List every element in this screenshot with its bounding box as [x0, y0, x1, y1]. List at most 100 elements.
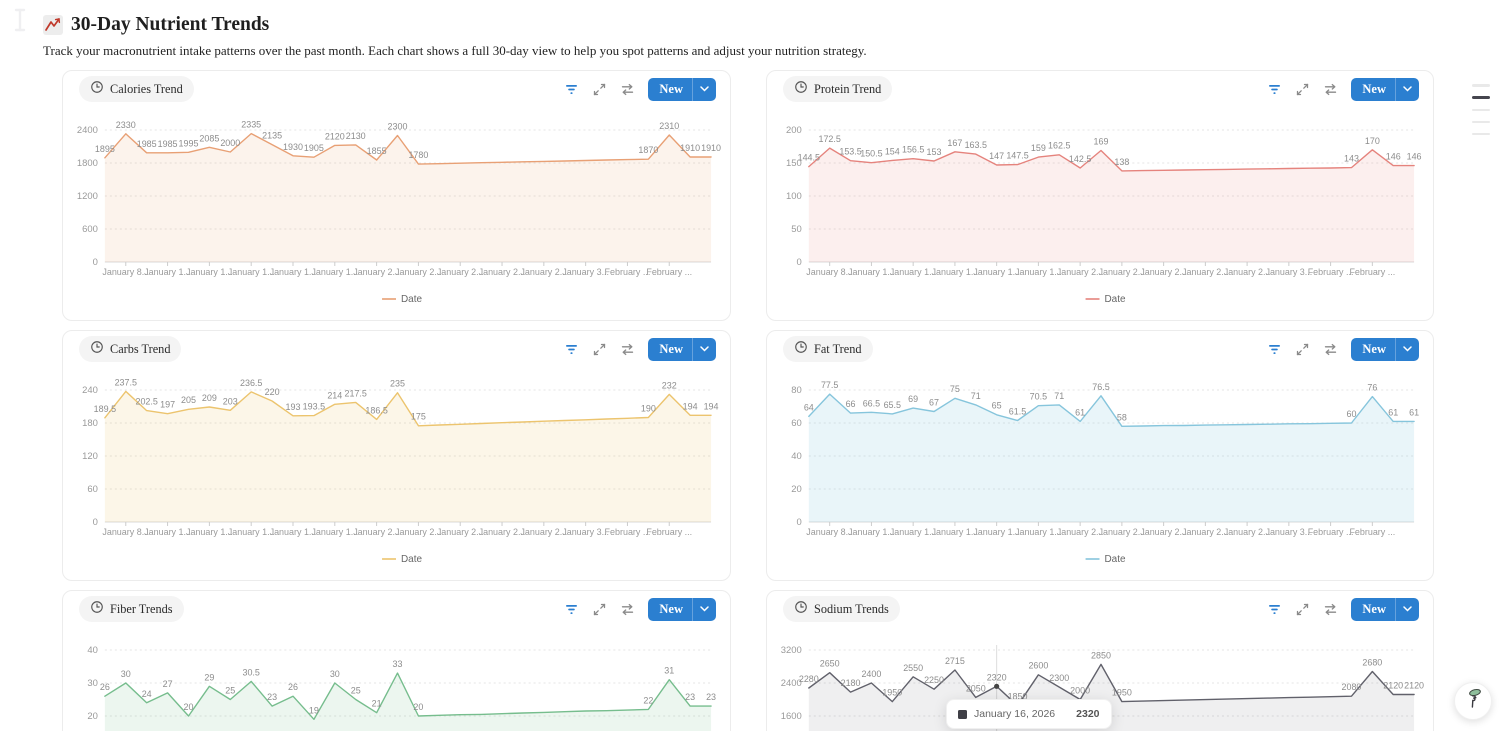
svg-text:76.5: 76.5 [1092, 382, 1109, 392]
svg-text:1985: 1985 [158, 139, 178, 149]
svg-text:January 2...: January 2... [1182, 527, 1229, 537]
page-subtitle: Track your macronutrient intake patterns… [43, 43, 867, 58]
svg-text:156.5: 156.5 [902, 145, 924, 155]
swap-axes-icon[interactable] [620, 342, 635, 357]
svg-text:172.5: 172.5 [818, 134, 840, 144]
svg-text:January 3...: January 3... [562, 267, 609, 277]
svg-text:200: 200 [786, 125, 802, 136]
chart-title-badge[interactable]: Fat Trend [783, 336, 873, 362]
filter-icon[interactable] [1267, 82, 1282, 97]
assistant-button[interactable] [1454, 682, 1492, 720]
new-button[interactable]: New [1351, 77, 1419, 101]
panel-header: Calories Trend New [63, 71, 730, 107]
chevron-down-icon[interactable] [1396, 86, 1419, 92]
svg-text:January 1...: January 1... [932, 267, 979, 277]
new-button[interactable]: New [1351, 597, 1419, 621]
svg-text:20: 20 [413, 702, 423, 712]
svg-text:236.5: 236.5 [240, 378, 262, 388]
svg-text:69: 69 [908, 394, 918, 404]
svg-text:January 1...: January 1... [1015, 527, 1062, 537]
svg-text:January 2...: January 2... [1098, 267, 1145, 277]
clock-icon [794, 80, 808, 98]
chevron-down-icon[interactable] [693, 86, 716, 92]
expand-icon[interactable] [592, 342, 607, 357]
svg-text:180: 180 [82, 418, 98, 429]
panel-header: Fat Trend New [767, 331, 1433, 367]
svg-text:232: 232 [662, 380, 677, 390]
swap-axes-icon[interactable] [1323, 82, 1338, 97]
filter-icon[interactable] [564, 602, 579, 617]
svg-text:142.5: 142.5 [1069, 154, 1091, 164]
expand-icon[interactable] [1295, 82, 1310, 97]
expand-icon[interactable] [1295, 602, 1310, 617]
chart-title-badge[interactable]: Calories Trend [79, 76, 194, 102]
svg-text:1910: 1910 [680, 143, 700, 153]
chart-title: Protein Trend [814, 81, 882, 96]
tooltip-date: January 16, 2026 [974, 708, 1056, 720]
chart-title-badge[interactable]: Carbs Trend [79, 336, 182, 362]
chevron-down-icon[interactable] [1396, 606, 1419, 612]
new-button-label: New [1362, 341, 1386, 356]
svg-text:2280: 2280 [799, 674, 819, 684]
panel-header: Sodium Trends New [767, 591, 1433, 627]
chart-title-badge[interactable]: Fiber Trends [79, 596, 184, 622]
outline-item[interactable] [1472, 84, 1490, 87]
svg-text:159: 159 [1031, 143, 1046, 153]
new-button[interactable]: New [648, 77, 716, 101]
filter-icon[interactable] [1267, 342, 1282, 357]
svg-text:Date: Date [1104, 294, 1125, 305]
svg-text:Date: Date [401, 554, 422, 565]
svg-text:24: 24 [142, 689, 152, 699]
svg-text:70.5: 70.5 [1030, 392, 1047, 402]
page-outline-indicator[interactable] [1472, 84, 1490, 135]
svg-text:71: 71 [1054, 391, 1064, 401]
svg-text:33: 33 [393, 659, 403, 669]
chart-title-badge[interactable]: Protein Trend [783, 76, 893, 102]
filter-icon[interactable] [1267, 602, 1282, 617]
swap-axes-icon[interactable] [1323, 602, 1338, 617]
svg-text:30.5: 30.5 [242, 667, 259, 677]
svg-text:120: 120 [82, 451, 98, 462]
svg-text:40: 40 [791, 451, 802, 462]
svg-text:150: 150 [786, 158, 802, 169]
svg-text:January 1...: January 1... [848, 527, 895, 537]
svg-text:1600: 1600 [781, 711, 802, 722]
fiber-trends-chart[interactable]: 403020100January 8...January 1...January… [63, 627, 730, 731]
svg-text:February ...: February ... [1349, 267, 1395, 277]
svg-text:0: 0 [797, 257, 802, 268]
svg-text:2000: 2000 [1070, 685, 1090, 695]
svg-text:19: 19 [309, 705, 319, 715]
swap-axes-icon[interactable] [1323, 342, 1338, 357]
panel-toolbar: New [1267, 597, 1419, 621]
svg-text:2250: 2250 [924, 675, 944, 685]
filter-icon[interactable] [564, 82, 579, 97]
outline-item[interactable] [1472, 120, 1490, 123]
new-button[interactable]: New [648, 337, 716, 361]
panel-toolbar: New [564, 597, 716, 621]
swap-axes-icon[interactable] [620, 82, 635, 97]
svg-text:February ...: February ... [605, 527, 651, 537]
expand-icon[interactable] [592, 82, 607, 97]
outline-item[interactable] [1472, 132, 1490, 135]
expand-icon[interactable] [1295, 342, 1310, 357]
expand-icon[interactable] [592, 602, 607, 617]
new-button[interactable]: New [1351, 337, 1419, 361]
chart-title-badge[interactable]: Sodium Trends [783, 596, 900, 622]
chevron-down-icon[interactable] [1396, 346, 1419, 352]
svg-text:January 1...: January 1... [890, 527, 937, 537]
new-button[interactable]: New [648, 597, 716, 621]
chevron-down-icon[interactable] [693, 606, 716, 612]
outline-item-active[interactable] [1472, 96, 1490, 99]
filter-icon[interactable] [564, 342, 579, 357]
svg-text:1950: 1950 [1112, 688, 1132, 698]
chevron-down-icon[interactable] [693, 346, 716, 352]
svg-text:31: 31 [664, 666, 674, 676]
swap-axes-icon[interactable] [620, 602, 635, 617]
svg-text:January 8...: January 8... [102, 527, 149, 537]
svg-text:January 1...: January 1... [186, 267, 233, 277]
outline-item[interactable] [1472, 108, 1490, 111]
